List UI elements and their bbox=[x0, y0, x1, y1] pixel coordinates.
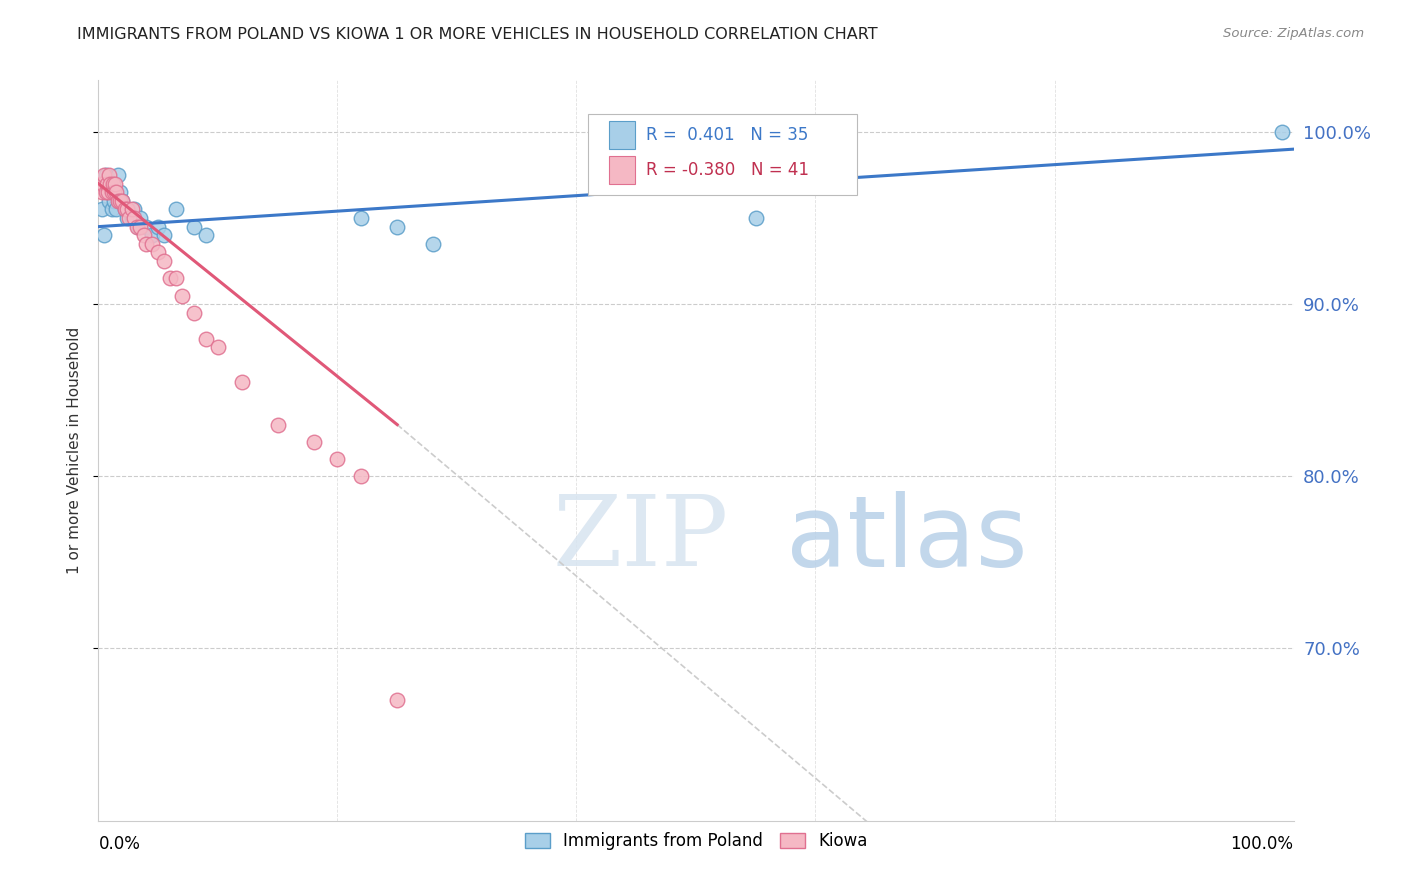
Point bbox=[148, 245, 170, 260]
Point bbox=[103, 185, 125, 199]
Point bbox=[385, 693, 409, 707]
Text: IMMIGRANTS FROM POLAND VS KIOWA 1 OR MORE VEHICLES IN HOUSEHOLD CORRELATION CHAR: IMMIGRANTS FROM POLAND VS KIOWA 1 OR MOR… bbox=[77, 27, 877, 42]
Point bbox=[115, 202, 138, 217]
Point bbox=[129, 211, 152, 225]
Point bbox=[124, 202, 146, 217]
Point bbox=[135, 236, 157, 251]
Point bbox=[159, 271, 181, 285]
FancyBboxPatch shape bbox=[589, 113, 858, 195]
Text: R =  0.401   N = 35: R = 0.401 N = 35 bbox=[645, 126, 808, 145]
Point bbox=[231, 375, 253, 389]
Point bbox=[183, 219, 205, 234]
Point bbox=[90, 177, 112, 191]
Text: 0.0%: 0.0% bbox=[98, 836, 141, 854]
Point bbox=[107, 194, 129, 208]
Point bbox=[91, 185, 114, 199]
FancyBboxPatch shape bbox=[609, 121, 636, 149]
Point bbox=[141, 236, 163, 251]
Point bbox=[745, 211, 768, 225]
Point bbox=[172, 288, 194, 302]
Point bbox=[101, 177, 124, 191]
Point bbox=[104, 185, 127, 199]
Point bbox=[101, 177, 124, 191]
Point bbox=[121, 202, 143, 217]
Point bbox=[195, 332, 218, 346]
Text: R = -0.380   N = 41: R = -0.380 N = 41 bbox=[645, 161, 808, 179]
Point bbox=[422, 236, 444, 251]
Text: atlas: atlas bbox=[786, 491, 1028, 588]
Point bbox=[107, 194, 129, 208]
Point bbox=[165, 202, 187, 217]
Point bbox=[94, 168, 117, 182]
Point bbox=[350, 211, 373, 225]
Y-axis label: 1 or more Vehicles in Household: 1 or more Vehicles in Household bbox=[66, 326, 82, 574]
Text: 100.0%: 100.0% bbox=[1230, 836, 1294, 854]
Point bbox=[96, 185, 118, 199]
Point bbox=[103, 194, 125, 208]
Point bbox=[98, 168, 121, 182]
Point bbox=[98, 194, 121, 208]
Point bbox=[108, 194, 131, 208]
Point bbox=[96, 177, 118, 191]
Point bbox=[97, 185, 120, 199]
Point bbox=[267, 417, 290, 432]
Point bbox=[124, 211, 146, 225]
Point bbox=[153, 228, 176, 243]
Point bbox=[118, 211, 141, 225]
Point bbox=[98, 177, 122, 191]
Point bbox=[165, 271, 187, 285]
Point bbox=[105, 185, 128, 199]
Point bbox=[207, 340, 229, 354]
Text: ZIP: ZIP bbox=[553, 491, 728, 587]
Point bbox=[91, 202, 114, 217]
Point bbox=[132, 228, 155, 243]
Point bbox=[104, 177, 127, 191]
Point bbox=[121, 211, 143, 225]
Point bbox=[111, 194, 134, 208]
Point bbox=[153, 254, 176, 268]
Point bbox=[98, 185, 122, 199]
Point bbox=[100, 202, 122, 217]
Point bbox=[108, 185, 131, 199]
Point bbox=[127, 219, 149, 234]
Point bbox=[183, 306, 205, 320]
Point bbox=[117, 202, 139, 217]
Point bbox=[1271, 125, 1294, 139]
Point bbox=[195, 228, 218, 243]
Point bbox=[148, 219, 170, 234]
Point bbox=[125, 219, 148, 234]
Point bbox=[93, 168, 115, 182]
Point bbox=[385, 219, 409, 234]
Text: Source: ZipAtlas.com: Source: ZipAtlas.com bbox=[1223, 27, 1364, 40]
Point bbox=[350, 469, 373, 483]
Point bbox=[129, 219, 152, 234]
FancyBboxPatch shape bbox=[609, 156, 636, 184]
Point bbox=[100, 185, 122, 199]
Point bbox=[115, 211, 138, 225]
Point bbox=[105, 202, 128, 217]
Point bbox=[93, 228, 115, 243]
Point bbox=[111, 194, 134, 208]
Point bbox=[94, 185, 117, 199]
Point bbox=[91, 177, 114, 191]
Point bbox=[135, 219, 157, 234]
Point bbox=[326, 452, 349, 467]
Point bbox=[114, 202, 136, 217]
Point bbox=[97, 177, 120, 191]
Point bbox=[107, 168, 129, 182]
Point bbox=[302, 434, 325, 449]
Point bbox=[114, 202, 136, 217]
Point bbox=[141, 228, 163, 243]
Legend: Immigrants from Poland, Kiowa: Immigrants from Poland, Kiowa bbox=[517, 825, 875, 856]
